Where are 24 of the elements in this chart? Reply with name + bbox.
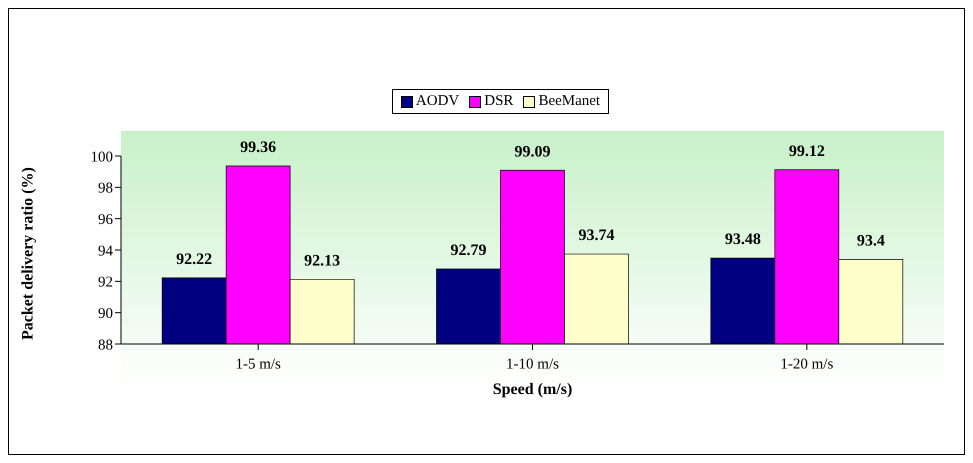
data-label: 99.12	[788, 142, 825, 160]
legend-label: AODV	[414, 93, 460, 110]
y-tick-label: 100	[90, 149, 113, 166]
y-tick-label: 98	[98, 180, 113, 197]
y-tick-label: 90	[98, 306, 113, 322]
x-tick-label: 1-5 m/s	[235, 356, 282, 373]
y-tick-label: 92	[98, 274, 113, 291]
data-label: 92.22	[176, 250, 212, 268]
data-label: 93.48	[724, 231, 761, 248]
data-label: 92.79	[450, 242, 486, 259]
y-axis-title: Packet delivery ratio (%)	[20, 167, 37, 340]
legend-label: DSR	[483, 93, 514, 110]
data-label: 99.09	[514, 143, 550, 160]
data-label: 92.13	[304, 252, 340, 270]
data-label: 93.74	[578, 227, 614, 244]
x-tick-label: 1-10 m/s	[506, 356, 560, 373]
x-axis-title: Speed (m/s)	[492, 381, 572, 398]
y-tick-label: 88	[98, 337, 113, 354]
y-tick-label: 94	[98, 243, 114, 260]
x-tick-label: 1-20 m/s	[780, 356, 834, 373]
y-tick-label: 96	[98, 212, 114, 228]
legend-label: BeeManet	[537, 93, 600, 110]
data-label: 99.36	[240, 139, 276, 156]
data-label: 93.4	[856, 232, 885, 250]
